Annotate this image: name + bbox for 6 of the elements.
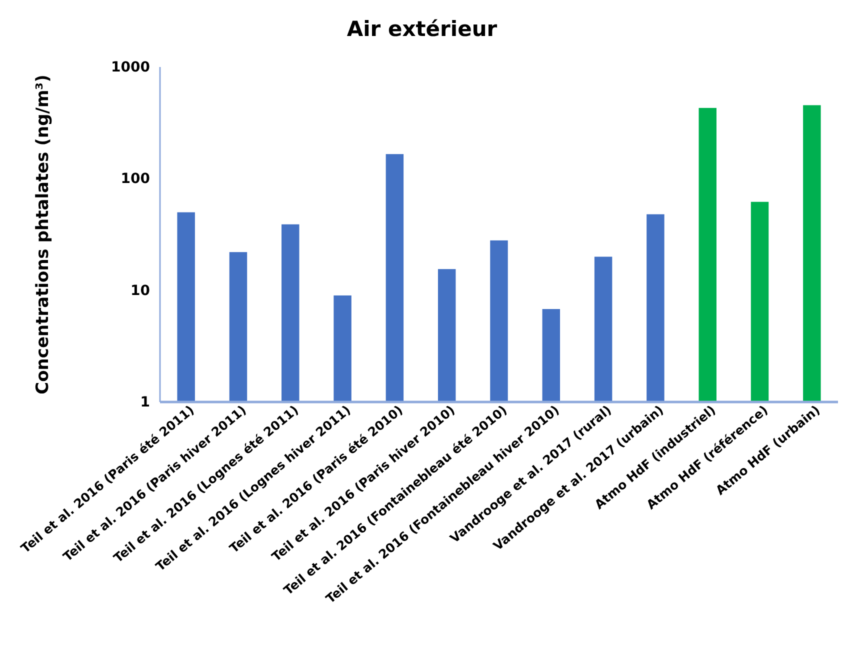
y-tick-label: 1000 (111, 59, 150, 76)
y-axis-title: Concentrations phtalates (ng/m³) (33, 74, 53, 394)
y-tick-label: 1 (140, 394, 150, 410)
y-tick-label: 100 (120, 171, 150, 188)
y-tick-label: 10 (130, 282, 150, 299)
chart-title: Air extérieur (346, 17, 498, 41)
